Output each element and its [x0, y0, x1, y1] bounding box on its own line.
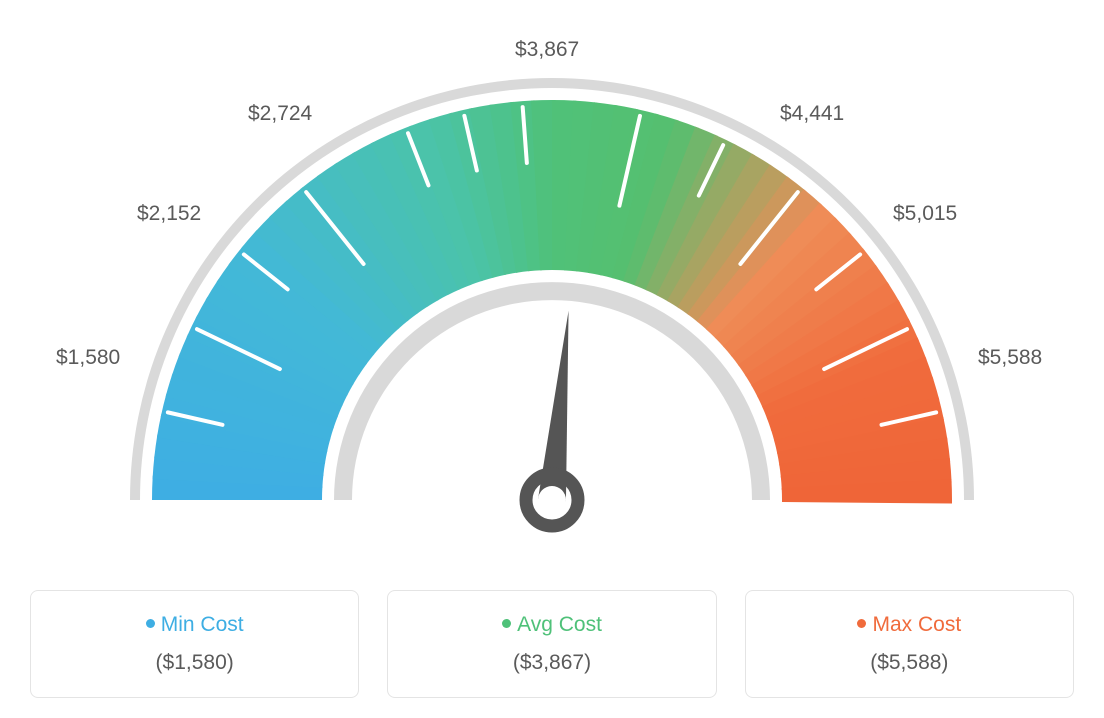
max-cost-card: Max Cost ($5,588) [745, 590, 1074, 698]
min-cost-card: Min Cost ($1,580) [30, 590, 359, 698]
max-cost-title: Max Cost [756, 613, 1063, 637]
gauge-tick-label: $1,580 [56, 346, 120, 370]
avg-cost-value: ($3,867) [398, 651, 705, 675]
summary-cards: Min Cost ($1,580) Avg Cost ($3,867) Max … [20, 590, 1084, 698]
gauge-tick-label: $2,724 [248, 102, 312, 126]
max-cost-value: ($5,588) [756, 651, 1063, 675]
min-cost-label: Min Cost [161, 613, 244, 636]
dot-icon [857, 619, 866, 628]
avg-cost-card: Avg Cost ($3,867) [387, 590, 716, 698]
gauge-tick-label: $2,152 [137, 202, 201, 226]
dot-icon [146, 619, 155, 628]
avg-cost-label: Avg Cost [517, 613, 602, 636]
dot-icon [502, 619, 511, 628]
cost-gauge-chart: $1,580 $2,152 $2,724 $3,867 $4,441 $5,015 $5,5… [20, 20, 1084, 698]
max-cost-label: Max Cost [872, 613, 961, 636]
gauge-tick-label: $4,441 [780, 102, 844, 126]
gauge-tick-label: $5,015 [893, 202, 957, 226]
gauge-svg [20, 20, 1084, 560]
min-cost-title: Min Cost [41, 613, 348, 637]
gauge-tick-label: $5,588 [978, 346, 1042, 370]
gauge-tick-label: $3,867 [515, 38, 579, 62]
avg-cost-title: Avg Cost [398, 613, 705, 637]
min-cost-value: ($1,580) [41, 651, 348, 675]
gauge-svg-container: $1,580 $2,152 $2,724 $3,867 $4,441 $5,015 $5,5… [20, 20, 1084, 560]
